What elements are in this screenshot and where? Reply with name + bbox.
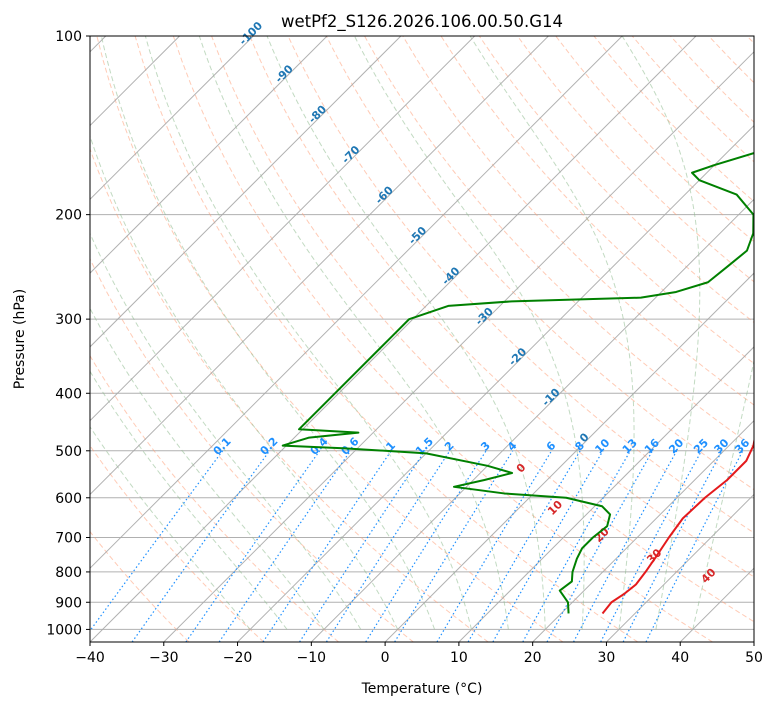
x-tick-label: −20 [223, 650, 253, 666]
x-tick-label: 30 [598, 650, 616, 666]
moist-adiabat-line [469, 36, 635, 630]
mixing-ratio-line [645, 450, 744, 642]
chart-title: wetPf2_S126.2026.106.00.50.G14 [281, 12, 563, 32]
moist-adiabat-line [692, 358, 754, 630]
mixing-ratio-line [600, 450, 703, 642]
y-tick-label: 300 [55, 312, 82, 328]
mixing-ratio-line [522, 450, 631, 642]
moist-adiabat-line [266, 36, 546, 630]
dry-adiabat-line [325, 36, 754, 491]
y-tick-label: 500 [55, 444, 82, 460]
moist-adiabat-line [90, 307, 325, 630]
dry-adiabat-line [96, 36, 564, 642]
isotherm-line [237, 124, 754, 642]
isotherm-line [458, 346, 754, 642]
mixing-ratio-line [325, 450, 451, 642]
y-tick-label: 100 [55, 29, 82, 45]
mixing-ratio-line [573, 450, 678, 642]
dry-adiabat-line [211, 36, 754, 623]
isotherm-line [532, 419, 754, 642]
x-tick-label: −30 [149, 650, 179, 666]
moist-adiabat-line [354, 36, 585, 630]
sounding-lines [281, 152, 754, 615]
isotherm-line [90, 36, 697, 642]
moist-adiabat-line [90, 134, 399, 630]
x-tick-label: 40 [671, 650, 689, 666]
x-tick-label: 20 [524, 650, 542, 666]
temperature-profile-line [601, 436, 754, 615]
isotherm-line [384, 272, 754, 642]
y-axis-label: Pressure (hPa) [12, 289, 28, 389]
y-tick-label: 700 [55, 531, 82, 547]
dry-adiabat-line [517, 36, 754, 283]
isotherm-line [90, 36, 254, 201]
axes-ticks: −40 −30 −20 −10 0 10 20 30 40 50 100 200 300 400 500 60… [46, 29, 763, 666]
mixing-ratio-line [365, 450, 487, 642]
y-tick-label: 1000 [46, 622, 82, 638]
mixing-ratio-line [262, 450, 392, 642]
y-tick-label: 200 [55, 208, 82, 224]
background-lines [90, 36, 754, 642]
y-tick-label: 800 [55, 565, 82, 581]
x-axis-label: Temperature (°C) [361, 681, 483, 697]
dry-adiabat-line [134, 36, 639, 642]
moist-adiabat-line [198, 36, 509, 630]
mixing-ratio-line [299, 450, 426, 642]
x-tick-label: 10 [450, 650, 468, 666]
x-tick-label: 0 [381, 650, 390, 666]
isotherm-line [163, 51, 754, 642]
mixing-ratio-line [131, 450, 271, 642]
dry-adiabat-line [90, 354, 339, 642]
dry-adiabat-line [364, 36, 754, 448]
dry-adiabat-line [249, 36, 754, 578]
moist-adiabat-line [100, 36, 436, 630]
mixing-ratio-line [185, 450, 321, 642]
mixing-ratio-line [394, 450, 514, 642]
y-tick-label: 900 [55, 595, 82, 611]
x-tick-label: 50 [745, 650, 763, 666]
dry-adiabat-line [440, 36, 754, 365]
dry-adiabat-line [90, 444, 265, 642]
isotherm-line [90, 36, 549, 496]
plot-frame [89, 35, 755, 643]
x-tick-label: −10 [297, 650, 327, 666]
isotherm-line [90, 36, 623, 569]
dewpoint-profile-line [281, 152, 754, 614]
dry-adiabat-line [402, 36, 754, 406]
mixing-ratio-line [546, 450, 654, 642]
mixing-ratio-line [218, 450, 352, 642]
x-tick-label: −40 [75, 650, 105, 666]
y-tick-label: 400 [55, 386, 82, 402]
isotherm-line [90, 36, 476, 422]
isotherm-line [606, 493, 754, 642]
isotherm-line [90, 36, 328, 274]
y-tick-label: 600 [55, 491, 82, 507]
isotherm-line [310, 198, 754, 642]
dry-adiabat-line [172, 36, 713, 642]
isotherm-line [90, 36, 402, 348]
moist-adiabat-line [621, 36, 701, 630]
mixing-ratio-line [90, 450, 224, 632]
dry-adiabat-line [90, 147, 489, 642]
dry-adiabat-line [90, 530, 190, 642]
moist-adiabat-line [90, 232, 362, 630]
